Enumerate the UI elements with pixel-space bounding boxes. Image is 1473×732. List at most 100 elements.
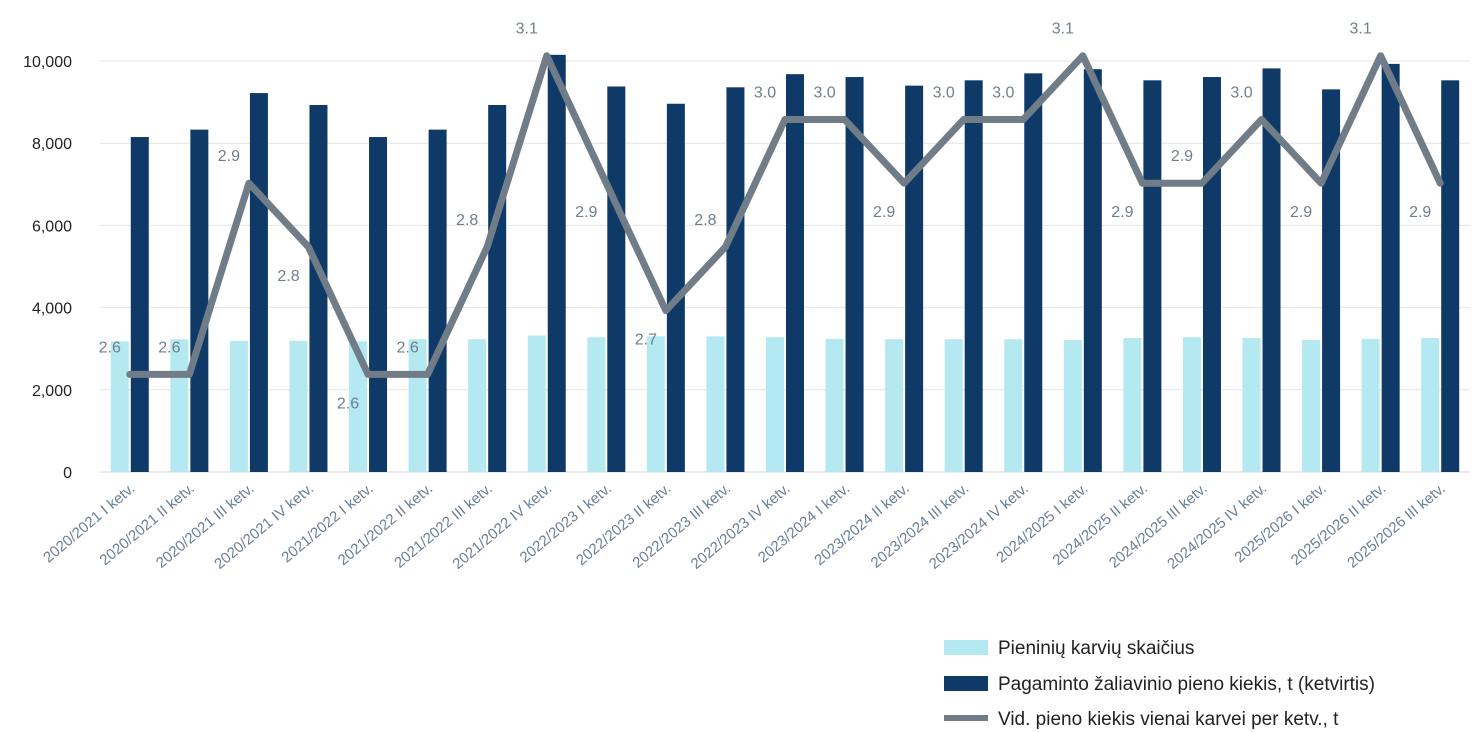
legend-label-yield: Vid. pieno kiekis vienai karvei per ketv…	[998, 709, 1339, 730]
bar-cows	[110, 341, 129, 472]
yield-data-label: 3.1	[1350, 21, 1372, 38]
bar-cows	[527, 335, 546, 472]
yield-data-label: 2.6	[158, 339, 180, 356]
bar-milk	[547, 54, 566, 473]
y-tick-label: 6,000	[32, 218, 72, 235]
bar-cows	[1182, 337, 1201, 472]
bar-milk	[845, 77, 864, 473]
bar-milk	[905, 85, 924, 472]
y-tick-label: 0	[63, 465, 72, 482]
bar-milk	[607, 86, 626, 473]
bar-cows	[468, 339, 487, 472]
bar-milk	[190, 129, 209, 472]
yield-data-label: 3.1	[1052, 21, 1074, 38]
bar-cows	[587, 337, 606, 472]
bar-cows	[885, 339, 904, 472]
bar-cows	[1063, 340, 1082, 472]
x-tick-label: 2023/2024 III ketv.	[868, 480, 973, 572]
x-tick-label: 2024/2025 IV ketv.	[1164, 480, 1270, 573]
legend-swatch-milk	[944, 676, 988, 691]
bar-milk	[1202, 77, 1221, 473]
bar-cows	[1421, 338, 1440, 472]
x-tick-label: 2022/2023 III ketv.	[629, 480, 734, 572]
y-tick-label: 4,000	[32, 301, 72, 318]
yield-data-label: 3.0	[813, 84, 835, 101]
bar-milk	[488, 104, 507, 473]
bar-cows	[408, 339, 427, 472]
y-axis-ticks: 0 2,000 4,000 6,000 8,000 10,000	[23, 54, 72, 482]
y-tick-label: 8,000	[32, 136, 72, 153]
yield-data-label: 2.9	[873, 204, 895, 221]
bar-milk	[1262, 68, 1281, 472]
x-axis-ticks: 2020/2021 I ketv.2020/2021 II ketv.2020/…	[40, 480, 1449, 573]
yield-data-label: 2.8	[277, 268, 299, 285]
x-tick-label: 2025/2026 III ketv.	[1344, 480, 1449, 572]
bar-milk	[1143, 80, 1162, 472]
yield-data-label: 2.9	[1290, 204, 1312, 221]
gridlines	[100, 60, 1470, 473]
yield-data-label: 2.9	[1171, 148, 1193, 165]
yield-data-label: 2.9	[575, 204, 597, 221]
bar-milk	[428, 129, 447, 472]
x-tick-label: 2020/2021 IV ketv.	[211, 480, 317, 573]
legend-swatch-cows	[944, 640, 988, 655]
x-tick-label: 2021/2022 III ketv.	[391, 480, 496, 572]
x-tick-label: 2024/2025 III ketv.	[1106, 480, 1211, 572]
bar-cows	[944, 339, 963, 472]
yield-data-label: 3.0	[992, 84, 1014, 101]
line-series	[126, 52, 1444, 378]
bar-cows	[349, 341, 368, 472]
bars	[110, 54, 1460, 473]
bar-cows	[766, 337, 784, 472]
x-tick-label: 2020/2021 III ketv.	[153, 480, 258, 572]
legend: Pieninių karvių skaičius Pagaminto žalia…	[944, 638, 1375, 730]
yield-line	[126, 52, 1444, 378]
yield-data-label: 2.9	[1111, 204, 1133, 221]
legend-label-milk: Pagaminto žaliavinio pieno kiekis, t (ke…	[998, 674, 1375, 695]
bar-milk	[1381, 63, 1400, 472]
bar-milk	[309, 104, 328, 473]
bar-milk	[726, 87, 745, 472]
bar-milk	[964, 80, 983, 472]
x-tick-label: 2022/2023 IV ketv.	[688, 480, 794, 573]
bar-cows	[825, 338, 844, 472]
bar-cows	[1123, 338, 1142, 472]
yield-data-label: 2.8	[694, 212, 716, 229]
bar-cows	[1004, 339, 1023, 472]
yield-data-label: 3.0	[933, 84, 955, 101]
bar-cows	[170, 339, 189, 472]
yield-data-label: 2.6	[396, 339, 418, 356]
yield-data-label: 3.1	[516, 21, 538, 38]
bar-cows	[706, 336, 725, 472]
bar-cows	[1361, 338, 1380, 472]
bar-milk	[1322, 89, 1341, 472]
yield-data-label: 2.9	[218, 148, 240, 165]
x-tick-label: 2023/2024 IV ketv.	[926, 480, 1032, 573]
bar-milk	[1441, 80, 1460, 472]
yield-data-label: 2.9	[1409, 204, 1431, 221]
bar-milk	[249, 93, 268, 473]
y-tick-label: 10,000	[23, 54, 72, 71]
bar-milk	[666, 103, 685, 472]
bar-milk	[1083, 69, 1102, 472]
y-tick-label: 2,000	[32, 383, 72, 400]
bar-cows	[289, 340, 308, 472]
data-labels: 2.6 2.6 2.9 2.8 2.6 2.6 2.8 3.1 2.9 2.7 2.8 3.0 3.0 2…	[99, 21, 1432, 413]
yield-data-label: 2.7	[635, 332, 657, 349]
bar-cows	[1242, 338, 1261, 472]
yield-data-label: 2.6	[99, 339, 121, 356]
bar-milk	[1024, 73, 1043, 472]
bar-cows	[229, 340, 248, 472]
bar-milk	[130, 137, 149, 472]
x-tick-label: 2021/2022 IV ketv.	[449, 480, 555, 573]
bar-milk	[786, 74, 804, 472]
yield-data-label: 3.0	[1230, 84, 1252, 101]
legend-label-cows: Pieninių karvių skaičius	[998, 638, 1194, 659]
bar-cows	[646, 336, 665, 472]
bar-milk	[369, 137, 388, 472]
yield-data-label: 2.6	[337, 395, 359, 412]
yield-data-label: 3.0	[754, 84, 776, 101]
yield-data-label: 2.8	[456, 212, 478, 229]
